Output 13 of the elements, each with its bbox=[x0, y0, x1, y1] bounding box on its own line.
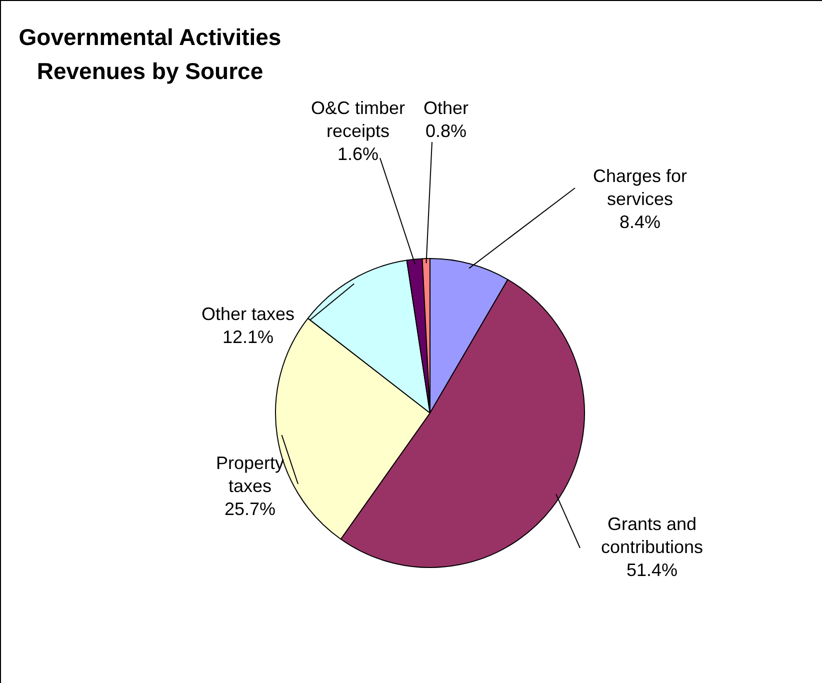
data-label: 8.4% bbox=[619, 212, 661, 232]
chart-title: Governmental Activities Revenues by Source bbox=[18, 23, 282, 86]
data-label: 25.7% bbox=[224, 498, 276, 519]
slice-label: Other taxes bbox=[201, 304, 295, 324]
data-label: 1.6% bbox=[337, 144, 379, 164]
slice-label: Property taxes bbox=[216, 452, 284, 496]
data-label: 12.1% bbox=[222, 326, 274, 347]
slice-label: Grants and contributions bbox=[600, 514, 704, 557]
slice-label: O&C timber receipts bbox=[310, 98, 406, 141]
slice-label: Charges for services bbox=[592, 166, 688, 209]
data-label: 51.4% bbox=[626, 560, 678, 580]
slice-label: Other bbox=[423, 98, 469, 118]
data-label: 0.8% bbox=[425, 120, 467, 141]
